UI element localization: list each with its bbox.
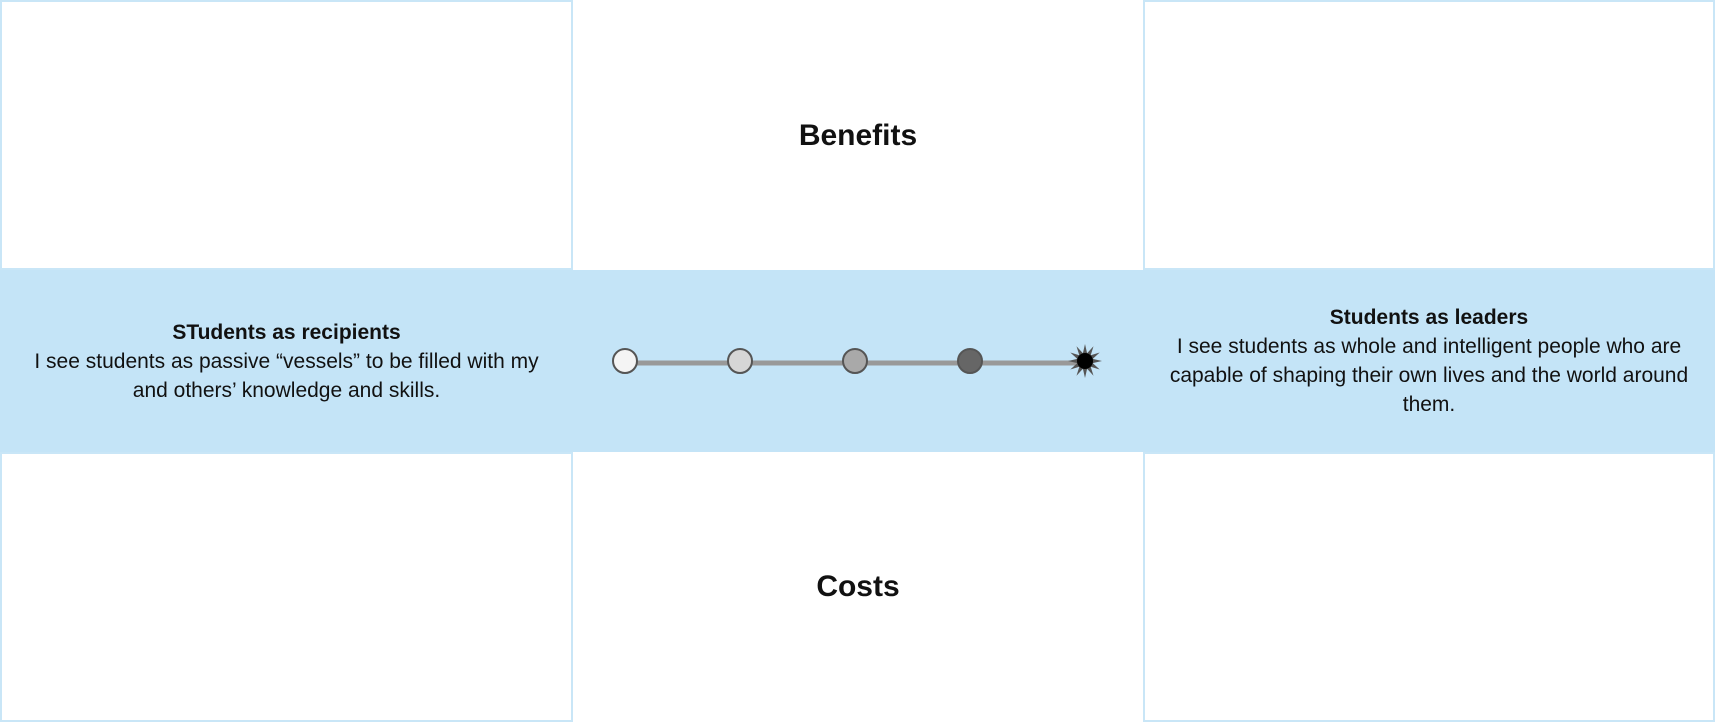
scale-point-4[interactable]	[957, 348, 983, 374]
right-pole-title: Students as leaders	[1329, 306, 1529, 329]
scale-point-1[interactable]	[612, 348, 638, 374]
spectrum-scale	[612, 344, 1102, 378]
costs-right-cell	[1143, 452, 1715, 722]
costs-left-cell	[0, 452, 573, 722]
right-pole-description: I see students as whole and intelligent …	[1169, 335, 1689, 416]
right-pole: Students as leaders I see students as wh…	[1143, 270, 1715, 452]
spectrum-band: STudents as recipients I see students as…	[0, 270, 1715, 452]
costs-heading: Costs	[816, 570, 900, 603]
scale-point-2[interactable]	[727, 348, 753, 374]
benefits-left-cell	[0, 0, 573, 270]
left-pole-description: I see students as passive “vessels” to b…	[34, 349, 539, 402]
left-pole: STudents as recipients I see students as…	[0, 270, 573, 452]
benefits-heading: Benefits	[798, 119, 918, 152]
scale-point-5[interactable]	[1077, 353, 1093, 369]
left-pole-title: STudents as recipients	[172, 320, 401, 344]
scale-point-3[interactable]	[842, 348, 868, 374]
benefits-right-cell	[1143, 0, 1715, 270]
